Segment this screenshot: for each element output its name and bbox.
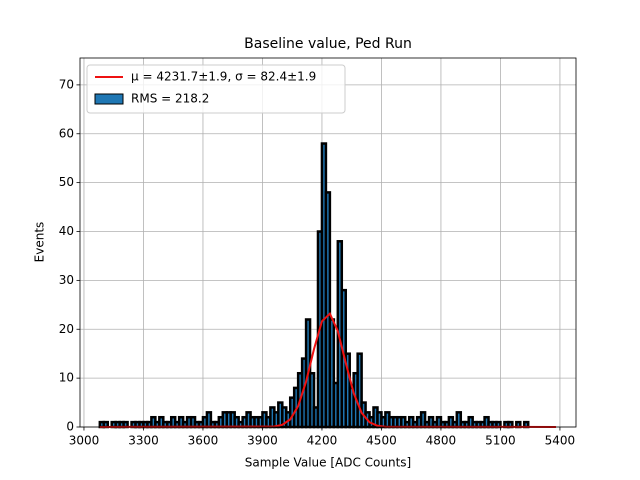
x-tick-label: 3000 [69, 434, 100, 448]
x-tick-label: 3900 [247, 434, 278, 448]
y-axis-label: Events [33, 222, 47, 263]
y-tick-label: 70 [59, 77, 74, 91]
x-tick-label: 4500 [366, 434, 397, 448]
legend-box [86, 64, 346, 114]
x-axis-label: Sample Value [ADC Counts] [245, 456, 411, 470]
x-tick-label: 3300 [128, 434, 159, 448]
x-tick-label: 5400 [545, 434, 576, 448]
plot-frame [79, 57, 577, 428]
x-tick-label: 5100 [485, 434, 516, 448]
legend-patch [94, 93, 124, 105]
y-tick-label: 60 [59, 126, 74, 140]
x-tick-label: 4800 [426, 434, 457, 448]
y-tick-label: 50 [59, 175, 74, 189]
y-tick-label: 30 [59, 273, 74, 287]
y-tick-label: 20 [59, 322, 74, 336]
x-tick-label: 3600 [188, 434, 219, 448]
y-tick-label: 0 [66, 420, 74, 434]
y-tick-label: 10 [59, 371, 74, 385]
legend-label: μ = 4231.7±1.9, σ = 82.4±1.9 [131, 70, 316, 84]
x-tick-label: 4200 [307, 434, 338, 448]
y-tick-label: 40 [59, 224, 74, 238]
fit-line [99, 312, 556, 428]
chart-title: Baseline value, Ped Run [244, 36, 412, 52]
legend-label: RMS = 218.2 [131, 92, 209, 106]
